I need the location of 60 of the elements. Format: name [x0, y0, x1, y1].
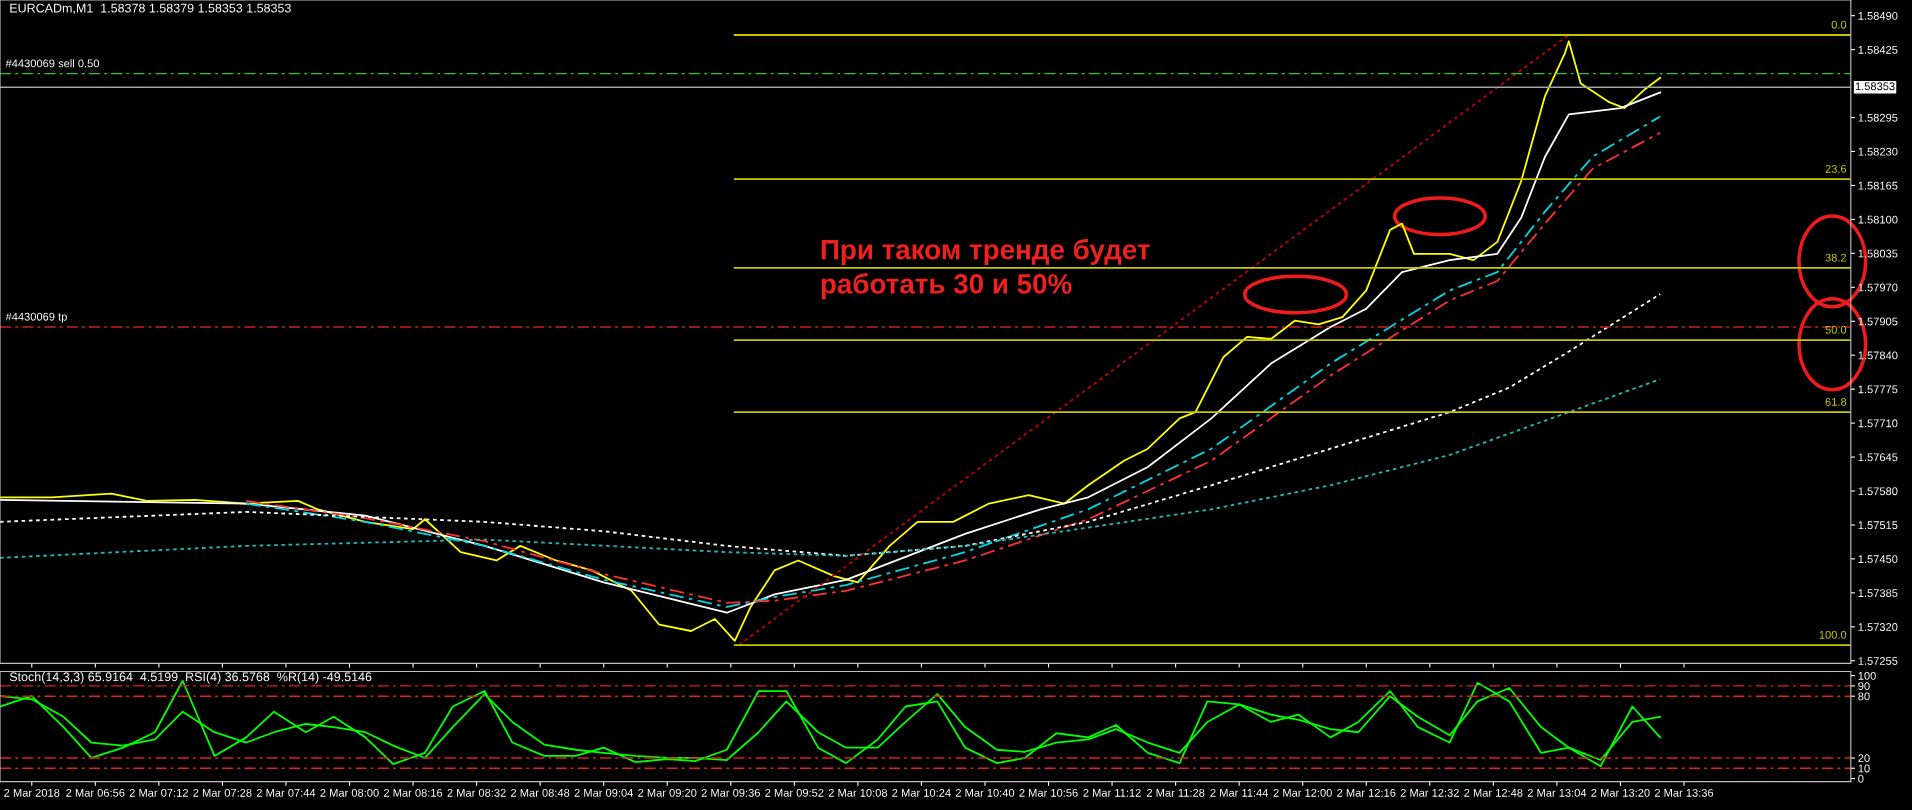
y-tick-label: 1.57385 — [1858, 589, 1898, 598]
x-tick-label: 2 Mar 09:04 — [574, 788, 634, 797]
y-tick-label: 1.57320 — [1858, 623, 1898, 631]
y-tick-label: 1.58295 — [1858, 113, 1898, 122]
x-tick-label: 2 Mar 09:36 — [701, 788, 760, 797]
y-tick-label: 1.57645 — [1858, 453, 1898, 462]
x-tick-label: 2 Mar 07:12 — [129, 788, 188, 797]
ref-line-label: 1.58353 — [1855, 82, 1895, 91]
y-tick-label: 1.58490 — [1858, 11, 1898, 20]
y-tick-label: 1.58425 — [1858, 45, 1898, 54]
x-tick-label: 2 Mar 13:04 — [1527, 788, 1587, 797]
y-tick-label: 0 — [1858, 774, 1864, 783]
x-tick-label: 2 Mar 08:00 — [320, 788, 379, 797]
annotation: При таком тренде будет работать 30 и 50% — [821, 238, 1150, 300]
x-tick-label: 2 Mar 12:00 — [1273, 788, 1332, 797]
y-tick-label: 1.57775 — [1858, 385, 1898, 394]
y-tick-label: 1.57450 — [1858, 555, 1898, 564]
y-tick-label: 80 — [1858, 692, 1870, 701]
chart-title: Stoch(14,3,3) 65.9164 4.5199 RSI(4) 36.5768 %R(14) -49.5146 — [9, 672, 372, 684]
series-label: 0.0 — [1831, 20, 1847, 29]
y-tick-label: 1.58165 — [1858, 181, 1898, 190]
x-tick-label: 2 Mar 11:12 — [1083, 788, 1141, 797]
x-tick-label: 2 Mar 07:44 — [256, 788, 316, 797]
series-label: 23.6 — [1825, 164, 1847, 173]
x-tick-label: 2 Mar 08:48 — [511, 788, 570, 797]
x-tick-label: 2 Mar 06:56 — [66, 788, 125, 797]
y-tick-label: 20 — [1858, 754, 1870, 763]
y-tick-label: 1.57515 — [1858, 521, 1898, 530]
y-tick-label: 10 — [1858, 764, 1870, 773]
x-tick-label: 2 Mar 10:08 — [828, 788, 888, 797]
y-tick-label: 1.58100 — [1858, 215, 1898, 224]
x-tick-label: 2 Mar 10:24 — [892, 788, 951, 797]
x-tick-label: 2 Mar 11:28 — [1146, 788, 1205, 797]
x-tick-label: 2 Mar 09:20 — [638, 788, 697, 797]
x-tick-label: 2 Mar 09:52 — [765, 788, 824, 797]
x-tick-label: 2 Mar 10:56 — [1019, 788, 1078, 797]
x-tick-label: 2 Mar 10:40 — [955, 788, 1015, 797]
y-tick-label: 100 — [1858, 671, 1876, 680]
x-tick-label: 2 Mar 2018 — [4, 788, 60, 797]
y-tick-label: 1.57710 — [1858, 419, 1898, 428]
y-tick-label: 1.57580 — [1858, 487, 1898, 496]
series-label: 50.0 — [1825, 325, 1847, 334]
series-label: 61.8 — [1825, 397, 1847, 406]
x-tick-label: 2 Mar 12:48 — [1464, 788, 1523, 797]
y-tick-label: 1.58230 — [1858, 147, 1898, 156]
y-tick-label: 1.57255 — [1858, 657, 1898, 665]
ref-line-label: #4430069 tp — [5, 312, 67, 323]
ref-line-label: #4430069 sell 0.50 — [5, 59, 100, 68]
x-tick-label: 2 Mar 13:36 — [1654, 788, 1714, 797]
chart-title: EURCADm,M1 1.58378 1.58379 1.58353 1.58353 — [10, 3, 291, 14]
x-tick-label: 2 Mar 08:32 — [447, 788, 506, 797]
x-tick-label: 2 Mar 07:28 — [193, 788, 252, 797]
x-tick-label: 2 Mar 12:16 — [1337, 788, 1396, 797]
x-tick-label: 2 Mar 08:16 — [383, 788, 443, 797]
x-tick-label: 2 Mar 13:20 — [1591, 788, 1650, 797]
series-label: 100.0 — [1819, 630, 1847, 639]
y-tick-label: 90 — [1858, 682, 1870, 691]
x-tick-label: 2 Mar 12:32 — [1400, 788, 1459, 797]
x-tick-label: 2 Mar 11:44 — [1210, 788, 1269, 797]
series-label: 38.2 — [1825, 253, 1847, 262]
